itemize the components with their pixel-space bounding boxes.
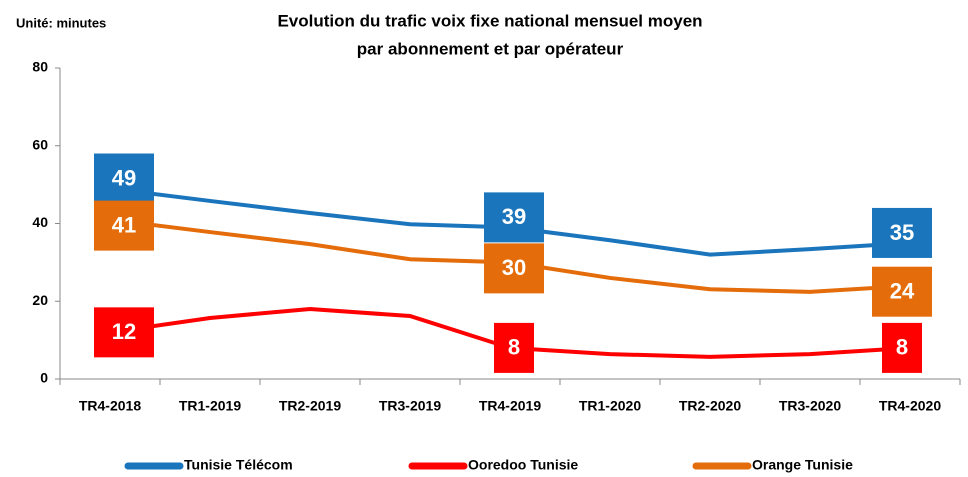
value-label-box [872,207,932,258]
x-tick-label: TR4-2020 [879,398,941,414]
legend-label: Ooredoo Tunisie [468,457,578,473]
x-tick-label: TR1-2020 [579,398,641,414]
legend-label: Tunisie Télécom [184,457,293,473]
legend-label: Orange Tunisie [752,457,853,473]
value-label-box [882,322,922,373]
value-label: 8 [508,335,520,360]
chart-title: par abonnement et par opérateur [357,39,624,58]
value-label: 49 [112,165,136,190]
y-tick-label: 40 [32,214,48,230]
value-label: 12 [112,319,136,344]
value-label: 41 [112,212,136,237]
y-tick-label: 60 [32,136,48,152]
value-label-box [872,266,932,317]
value-label: 39 [502,204,526,229]
value-label: 35 [890,220,914,245]
x-tick-label: TR2-2020 [679,398,741,414]
x-tick-label: TR3-2020 [779,398,841,414]
value-label-box [94,307,154,358]
y-tick-label: 0 [40,370,48,386]
value-label: 30 [502,255,526,280]
y-tick-label: 20 [32,292,48,308]
x-tick-label: TR1-2019 [179,398,241,414]
value-label-box [94,200,154,251]
value-label-box [494,322,534,373]
y-tick-label: 80 [32,59,48,75]
x-tick-label: TR3-2019 [379,398,441,414]
value-label: 8 [896,335,908,360]
value-label: 24 [890,279,915,304]
x-tick-label: TR2-2019 [279,398,341,414]
value-label-box [94,153,154,204]
value-label-box [484,243,544,294]
value-label-box [484,192,544,243]
chart-title: Evolution du trafic voix fixe national m… [277,11,702,30]
x-tick-label: TR4-2019 [479,398,541,414]
x-tick-label: TR4-2018 [79,398,141,414]
unit-label: Unité: minutes [16,15,106,30]
